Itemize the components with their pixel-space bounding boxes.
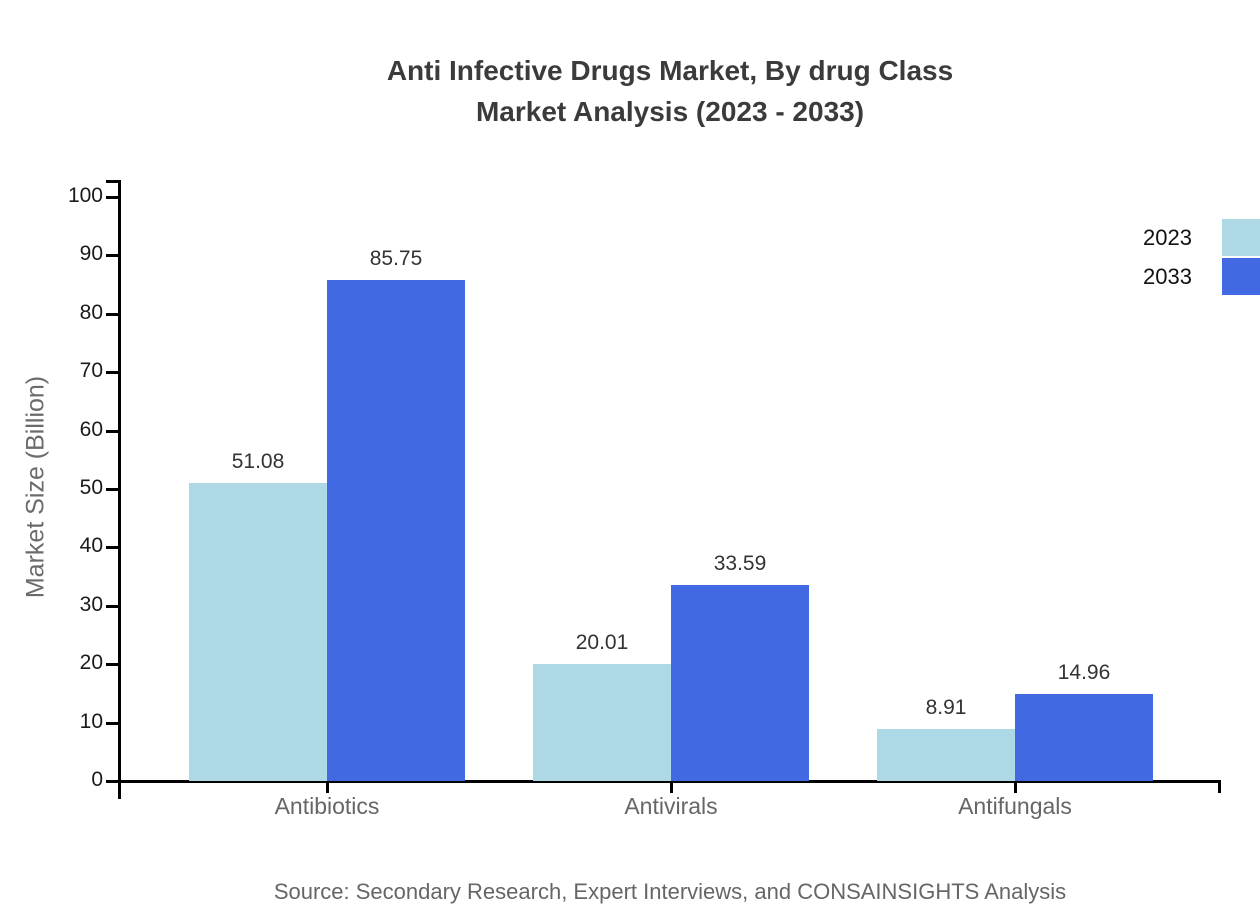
- y-tick-label: 40: [79, 534, 103, 557]
- bar-2033-antifungals: [1015, 694, 1153, 781]
- legend-item-2033: 2033: [1143, 258, 1260, 295]
- legend-item-2023: 2023: [1143, 219, 1260, 256]
- y-tick: [106, 371, 120, 374]
- y-tick-label: 20: [79, 651, 103, 674]
- bar-2023-antivirals: [533, 664, 671, 781]
- y-axis-end-cap-icon: [106, 180, 121, 183]
- legend: 2023 2033: [1143, 219, 1260, 295]
- y-tick: [106, 313, 120, 316]
- chart-title-line2: Market Analysis (2023 - 2033): [475, 96, 865, 127]
- bar-2023-antibiotics: [189, 483, 327, 781]
- x-category-label: Antibiotics: [274, 793, 380, 819]
- y-tick: [106, 430, 120, 433]
- source-note: Source: Secondary Research, Expert Inter…: [273, 879, 1067, 904]
- bar-value-label: 33.59: [713, 552, 767, 575]
- x-axis-end-cap-icon: [1218, 780, 1221, 793]
- y-tick-label: 70: [79, 359, 103, 382]
- bar-value-label: 8.91: [925, 696, 967, 719]
- bar-value-label: 20.01: [575, 631, 629, 654]
- bar-2033-antivirals: [671, 585, 809, 781]
- chart-title: Anti Infective Drugs Market, By drug Cla…: [80, 50, 1260, 132]
- y-tick: [106, 780, 120, 783]
- x-tick: [1014, 781, 1017, 793]
- y-tick-label: 0: [91, 768, 103, 791]
- bar-value-label: 85.75: [369, 247, 423, 270]
- y-tick-label: 10: [79, 710, 103, 733]
- bar-value-label: 14.96: [1057, 661, 1111, 684]
- y-tick: [106, 546, 120, 549]
- x-tick: [670, 781, 673, 793]
- chart-title-line1: Anti Infective Drugs Market, By drug Cla…: [386, 55, 954, 86]
- y-tick: [106, 605, 120, 608]
- x-category-label: Antivirals: [624, 793, 718, 819]
- y-tick: [106, 196, 120, 199]
- legend-swatch-icon: [1222, 219, 1260, 256]
- legend-swatch-icon: [1222, 258, 1260, 295]
- y-tick-label: 100: [67, 184, 103, 207]
- y-tick: [106, 488, 120, 491]
- bar-2033-antibiotics: [327, 280, 465, 781]
- bar-value-label: 51.08: [231, 450, 285, 473]
- legend-label: 2033: [1143, 263, 1192, 289]
- y-tick-label: 80: [79, 301, 103, 324]
- y-tick-label: 90: [79, 242, 103, 265]
- y-tick: [106, 663, 120, 666]
- bar-2023-antifungals: [877, 729, 1015, 781]
- y-tick-label: 50: [79, 476, 103, 499]
- y-tick: [106, 254, 120, 257]
- x-tick: [326, 781, 329, 793]
- x-axis-line: [107, 780, 1221, 783]
- legend-label: 2023: [1143, 224, 1192, 250]
- y-tick-label: 30: [79, 593, 103, 616]
- y-tick-label: 60: [79, 418, 103, 441]
- y-tick: [106, 722, 120, 725]
- x-category-label: Antifungals: [958, 793, 1072, 819]
